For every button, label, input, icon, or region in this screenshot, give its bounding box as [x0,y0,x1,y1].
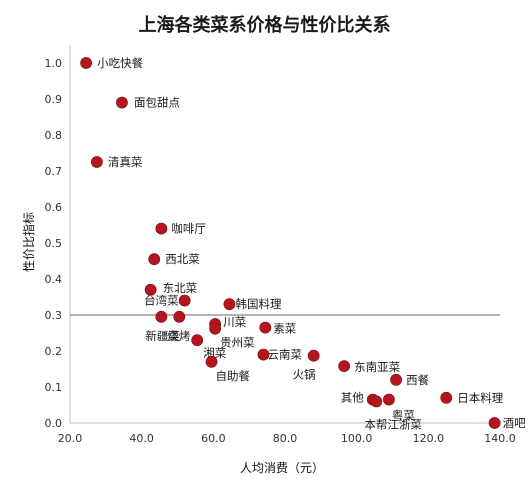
point-label: 粤菜 [392,409,415,423]
scatter-point [223,298,236,311]
x-tick-label: 40.0 [129,432,154,445]
point-label: 日本料理 [457,391,503,405]
scatter-point [155,310,168,323]
scatter-point [155,222,168,235]
scatter-point [338,360,351,373]
y-tick-label: 0.3 [45,309,63,322]
scatter-point [440,391,453,404]
scatter-point [116,96,128,109]
point-label: 面包甜点 [134,96,180,110]
scatter-point [370,395,383,408]
point-label: 清真菜 [108,155,143,169]
scatter-point [148,253,161,266]
x-tick-label: 120.0 [413,432,445,445]
scatter-point [209,322,222,335]
y-tick-label: 0.1 [45,381,63,394]
scatter-point [173,310,186,323]
point-label: 川菜 [223,315,246,329]
x-axis-label: 人均消费（元） [240,461,324,475]
point-label: 素菜 [273,322,296,336]
x-tick-label: 20.0 [58,432,83,445]
scatter-point [488,417,501,429]
scatter-point [259,321,272,334]
y-tick-label: 0.0 [45,417,63,430]
point-label: 东北菜 [163,281,198,295]
point-label: 火锅 [293,368,316,382]
point-label: 其他 [341,391,364,405]
scatter-point [205,355,218,368]
point-label: 小吃快餐 [97,56,143,70]
point-label: 云南菜 [268,348,303,362]
plot-area: 20.0 40.0 60.0 80.0 100.0 120.0 140.0 0.0 0.1 0.2… [45,45,526,445]
scatter-point [307,349,320,362]
scatter-point [178,294,191,307]
point-label: 新疆菜 [145,329,180,343]
point-label: 西餐 [406,373,429,387]
point-label: 韩国料理 [235,297,281,311]
point-label: 酒吧 [503,416,526,430]
point-label: 贵州菜 [220,336,255,350]
scatter-point [90,156,103,168]
chart-title: 上海各类菜系价格与性价比关系 [139,14,391,36]
point-label: 台湾菜 [144,294,179,308]
scatter-point [383,393,395,406]
scatter-point [257,348,270,361]
y-tick-label: 0.4 [45,273,63,286]
point-label: 烧烤 [167,329,190,343]
y-tick-label: 1.0 [45,57,63,70]
x-tick-label: 60.0 [201,432,226,445]
x-tick-label: 140.0 [484,432,516,445]
point-label: 本帮江浙菜 [364,417,422,431]
y-tick-label: 0.9 [45,93,63,106]
scatter-point [191,334,204,347]
y-axis-label: 性价比指标 [21,212,36,272]
y-tick-label: 0.8 [45,129,63,142]
scatter-point [144,283,157,296]
scatter-point [80,57,93,69]
point-label: 自助餐 [216,369,251,383]
point-label: 东南亚菜 [354,360,400,374]
x-tick-label: 80.0 [273,432,298,445]
x-tick-label: 100.0 [341,432,373,445]
y-tick-label: 0.7 [45,165,63,178]
y-tick-label: 0.2 [45,345,63,358]
point-label: 咖啡厅 [171,222,206,236]
y-tick-label: 0.6 [45,201,63,214]
point-label: 西北菜 [165,252,200,266]
y-tick-label: 0.5 [45,237,63,250]
scatter-point [390,373,402,386]
